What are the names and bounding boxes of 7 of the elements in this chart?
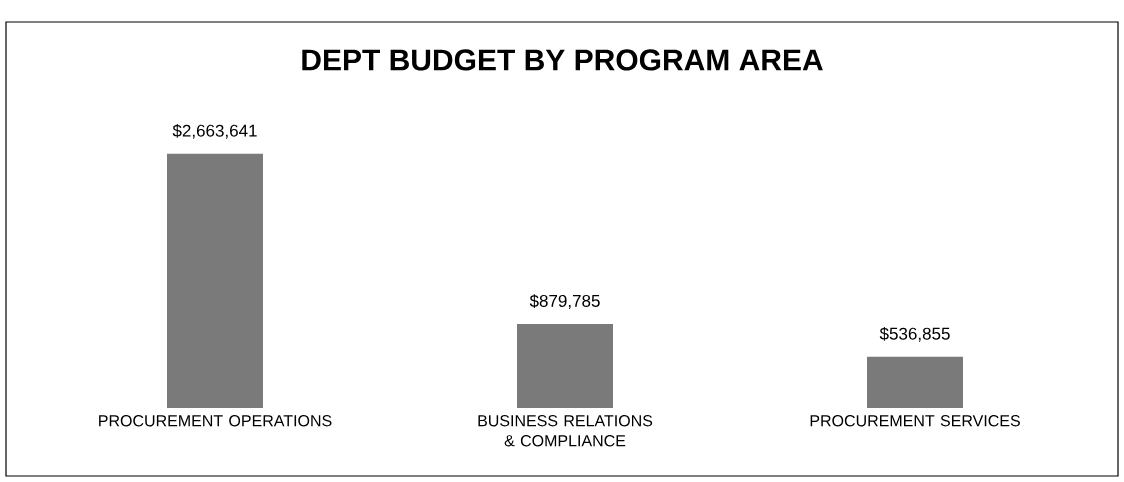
x-tick-label: BUSINESS RELATIONS & COMPLIANCE xyxy=(478,415,653,447)
chart-title: DEPT BUDGET BY PROGRAM AREA xyxy=(302,49,823,71)
x-tick-label: PROCUREMENT OPERATIONS xyxy=(99,415,332,427)
data-label: $879,785 xyxy=(529,294,600,309)
data-label: $2,663,641 xyxy=(172,123,257,139)
x-tick-label: PROCUREMENT SERVICES xyxy=(810,415,1020,427)
data-label: $536,855 xyxy=(879,326,950,342)
